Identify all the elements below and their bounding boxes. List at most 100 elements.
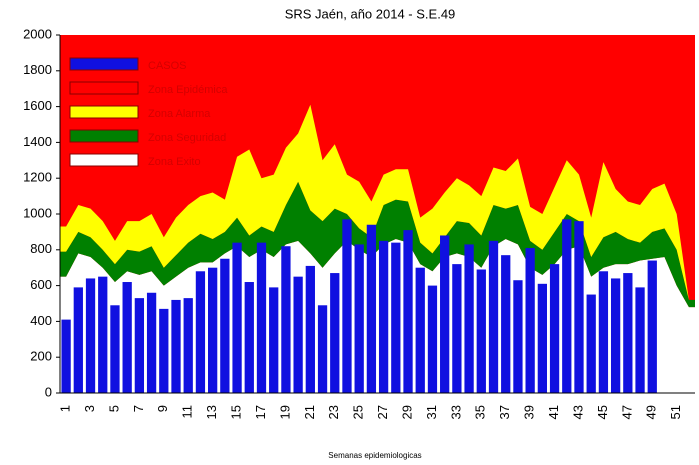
x-tick-label: 43 [570,405,585,419]
bar [305,265,315,393]
bar [281,246,291,393]
bar [220,258,230,393]
bar [61,319,71,393]
x-tick-label: 29 [399,405,414,419]
y-tick-label: 800 [30,241,52,256]
bar [183,298,193,393]
x-tick-label: 19 [277,405,292,419]
bar [208,267,218,393]
bar [256,242,267,393]
bar [464,244,474,393]
legend-swatch [69,81,139,95]
x-tick-label: 21 [302,405,317,419]
bar [415,267,425,393]
bar [269,287,279,393]
x-tick-label: 9 [155,405,170,412]
bar [195,271,206,393]
bar [366,224,377,393]
x-axis-label: Semanas epidemiologicas [328,451,421,460]
bar [134,298,145,393]
bar [623,273,633,393]
bar [85,278,96,393]
bar [476,269,486,393]
legend-swatch [69,129,139,143]
x-tick-label: 49 [644,405,659,419]
x-tick-label: 35 [473,405,488,419]
x-tick-label: 17 [253,405,268,419]
bar [647,260,657,393]
bar [427,285,438,393]
y-tick-label: 1800 [23,62,52,77]
bar [488,240,499,393]
bar [513,280,523,393]
zone-area [60,104,695,300]
y-tick-label: 1000 [23,205,52,220]
bar [330,273,340,393]
bar [98,276,108,393]
x-tick-label: 47 [619,405,634,419]
bar [232,242,242,393]
x-tick-label: 31 [424,405,439,419]
bar [378,240,389,393]
y-tick-label: 400 [30,313,52,328]
x-tick-label: 37 [497,405,512,419]
x-tick-label: 23 [326,405,341,419]
x-tick-label: 7 [131,405,146,412]
bar [146,292,157,393]
bar [562,219,572,393]
y-tick-label: 2000 [23,26,52,41]
x-tick-label: 33 [448,405,463,419]
bar [293,276,303,393]
bar [586,294,596,393]
x-tick-label: 27 [375,405,390,419]
x-tick-label: 45 [595,405,610,419]
x-tick-label: 51 [668,405,683,419]
bar [598,271,609,393]
x-tick-label: 25 [351,405,366,419]
legend-label: Zona Exito [148,156,201,168]
y-tick-label: 1200 [23,170,52,185]
legend-label: Zona Seguridad [148,132,226,144]
bar [549,264,560,393]
y-tick-label: 1600 [23,98,52,113]
legend-label: Zona Epidémica [148,84,228,96]
x-tick-label: 13 [204,405,219,419]
bar [501,255,511,393]
x-tick-label: 39 [522,405,537,419]
bar [537,283,547,393]
x-tick-label: 5 [106,405,121,412]
bar [122,282,132,393]
x-tick-label: 1 [58,405,73,412]
bar [452,264,462,393]
bar [403,230,413,393]
x-tick-label: 41 [546,405,561,419]
legend-label: CASOS [148,60,187,72]
bar [610,278,621,393]
bar [635,287,645,393]
legend-swatch [69,57,139,71]
y-tick-label: 200 [30,349,52,364]
zone-area [60,181,695,308]
y-tick-label: 600 [30,277,52,292]
bar [440,235,450,393]
y-tick-label: 1400 [23,134,52,149]
bar [391,242,401,393]
bar [354,244,364,393]
legend-label: Zona Alarma [148,108,211,120]
bar [171,299,181,393]
bar [317,305,328,393]
bar [159,308,169,393]
bar [110,305,120,393]
zone-area [60,239,695,393]
x-tick-label: 15 [229,405,244,419]
legend-swatch [69,153,139,167]
bar [73,287,83,393]
bar [525,248,535,393]
x-tick-label: 3 [82,405,97,412]
bar [244,282,254,393]
x-tick-label: 11 [180,405,195,419]
bar [574,221,584,393]
y-tick-label: 0 [45,384,52,399]
legend-swatch [69,105,139,119]
